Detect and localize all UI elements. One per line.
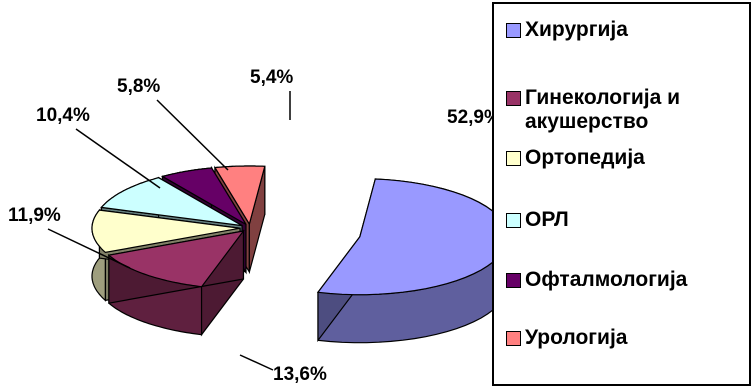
data-label-ortopedija: 11,9% (8, 205, 61, 226)
data-label-urologija: 5,4% (250, 67, 293, 88)
data-label-hirurgija: 52,9% (447, 107, 501, 128)
legend-item-orl: ОРЛ (506, 208, 569, 232)
pie-slice-hirurgija (316, 178, 509, 344)
leader-line-ginekologija (239, 354, 274, 371)
legend-swatch-orl (506, 213, 521, 228)
leader-line-orl (75, 128, 161, 189)
legend: Хирургија Гинекологија и акушерство Орто… (492, 2, 751, 386)
legend-label-ortopedija: Ортопедија (525, 146, 645, 169)
legend-item-ortopedija: Ортопедија (506, 146, 645, 170)
pie-slice-ginekologija (107, 229, 245, 337)
legend-label-orl: ОРЛ (525, 208, 569, 231)
legend-label-ginekologija-line2: акушерство (525, 110, 649, 133)
legend-label-urologija: Урологија (525, 326, 628, 349)
legend-item-urologija: Урологија (506, 326, 627, 350)
legend-label-hirurgija: Хирургија (525, 18, 628, 41)
data-label-orl: 10,4% (36, 105, 90, 126)
legend-label-ginekologija-line1: Гинекологија и (525, 86, 680, 109)
legend-swatch-ginekologija (506, 91, 521, 106)
legend-swatch-oftalmologija (506, 273, 521, 288)
legend-item-ginekologija: Гинекологија и акушерство (506, 86, 680, 134)
leader-line-oftalmologija (156, 99, 229, 171)
legend-item-hirurgija: Хирургија (506, 18, 628, 42)
legend-label-oftalmologija: Офталмологија (525, 268, 688, 291)
legend-swatch-ortopedija (506, 151, 521, 166)
legend-item-oftalmologija: Офталмологија (506, 268, 687, 292)
legend-swatch-urologija (506, 331, 521, 346)
legend-label-ginekologija: Гинекологија и акушерство (525, 86, 680, 134)
leader-line-ortopedija (47, 228, 131, 269)
legend-swatch-hirurgija (506, 23, 521, 38)
data-label-oftalmologija: 5,8% (117, 76, 160, 97)
data-label-ginekologija: 13,6% (273, 364, 327, 385)
